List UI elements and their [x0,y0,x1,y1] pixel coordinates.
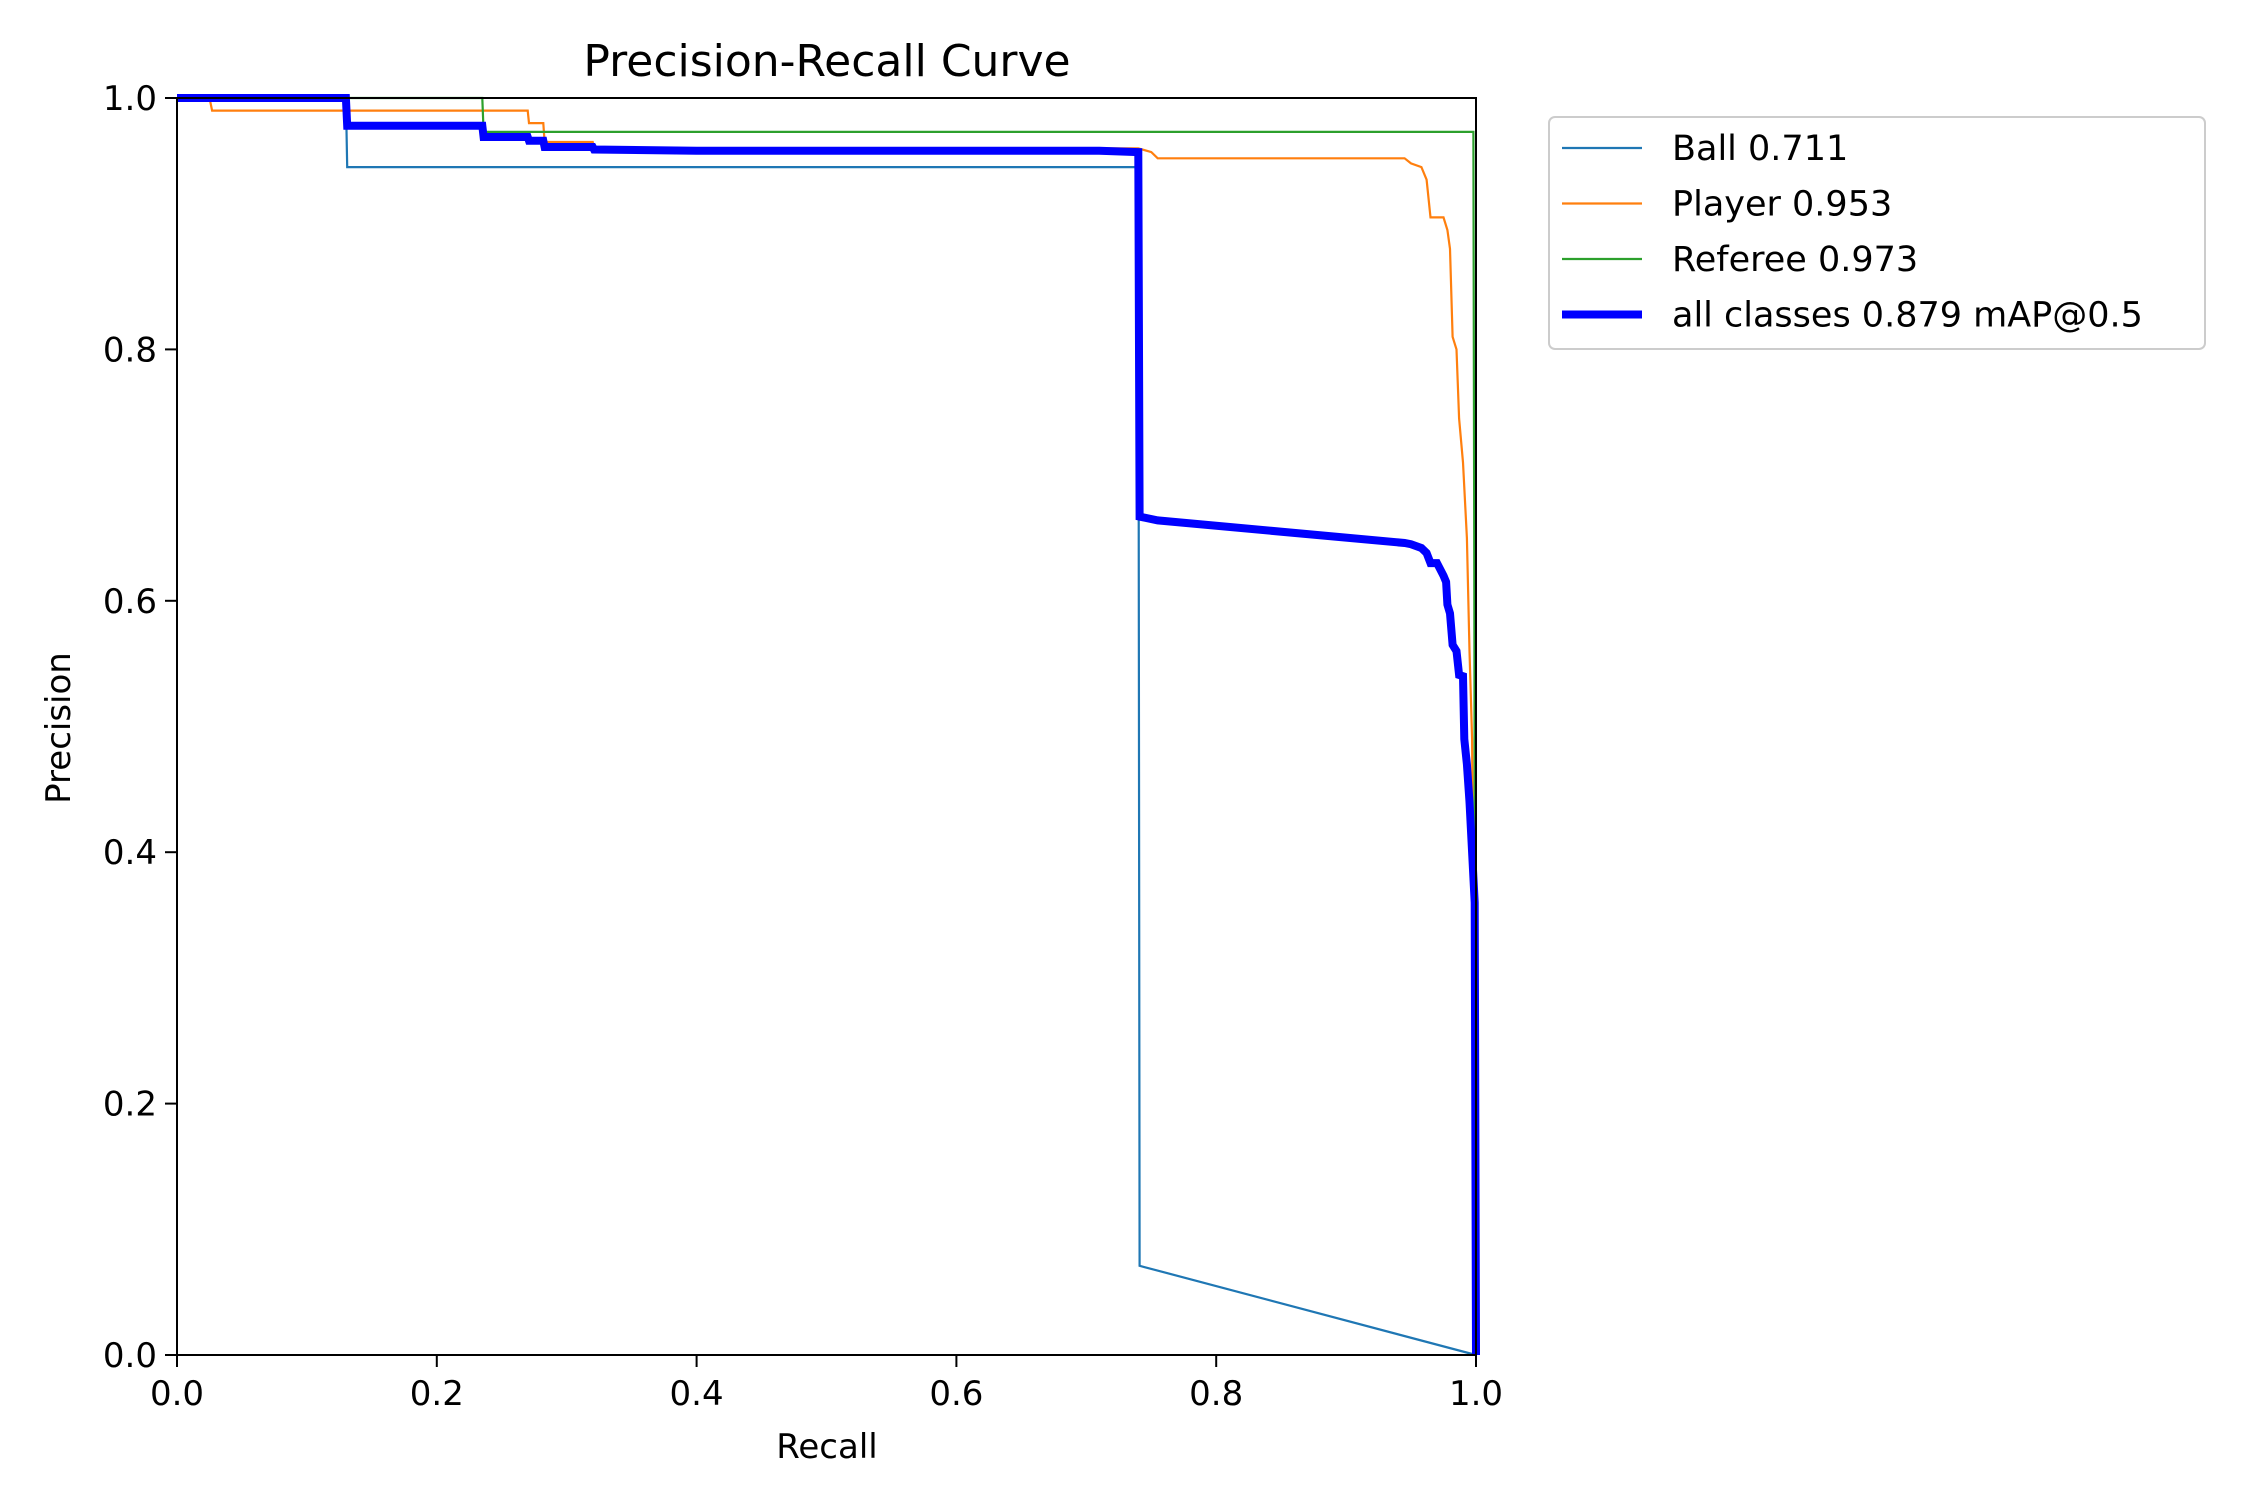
x-tick-label: 0.2 [410,1374,464,1414]
y-tick-label: 0.2 [103,1085,157,1125]
legend-label-2: Referee 0.973 [1672,240,1918,280]
legend: Ball 0.711 Player 0.953 Referee 0.973 all c… [1548,116,2206,350]
x-tick-label: 0.6 [929,1374,983,1414]
series-line-1 [177,96,1478,1356]
y-axis-ticks: 0.0 0.2 0.4 0.6 0.8 1.0 [103,79,177,1376]
y-tick-label: 0.6 [103,582,157,622]
x-tick-label: 0.8 [1189,1374,1243,1414]
chart-title: Precision-Recall Curve [583,36,1070,87]
x-axis-ticks: 0.0 0.2 0.4 0.6 0.8 1.0 [150,1355,1503,1414]
y-tick-label: 0.8 [103,330,157,370]
x-tick-label: 0.0 [150,1374,204,1414]
series-line-3 [177,94,1480,1356]
x-axis-label: Recall [776,1427,877,1467]
legend-box [1548,116,2206,350]
plot-area [176,94,1480,1357]
x-tick-label: 1.0 [1449,1374,1503,1414]
y-axis-label: Precision [39,652,79,804]
legend-label-3: all classes 0.879 mAP@0.5 [1672,296,2143,336]
y-tick-label: 0.4 [103,833,157,873]
x-tick-label: 0.4 [670,1374,724,1414]
plot-border [176,97,1477,1356]
plot-background [177,98,1476,1355]
legend-label-1: Player 0.953 [1672,185,1892,225]
y-tick-label: 1.0 [103,79,157,119]
y-tick-label: 0.0 [103,1336,157,1376]
legend-label-0: Ball 0.711 [1672,129,1848,169]
